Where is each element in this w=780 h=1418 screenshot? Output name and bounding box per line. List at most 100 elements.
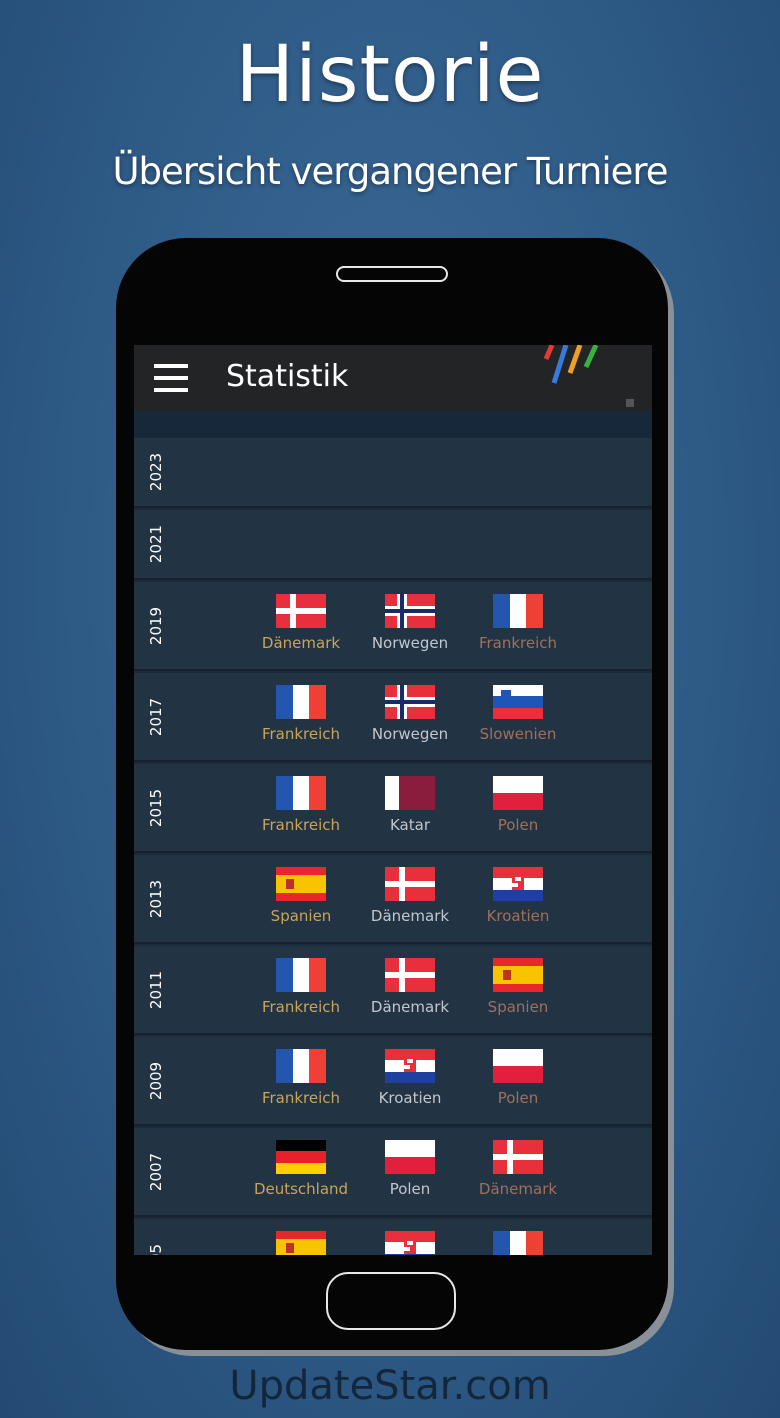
- year-label: 2023: [147, 452, 165, 492]
- bronze-place: Kroatien: [458, 867, 578, 925]
- country-name: Polen: [389, 1180, 431, 1198]
- gold-place: [241, 1231, 361, 1255]
- silver-place: Dänemark: [350, 958, 470, 1016]
- year-row-2017[interactable]: 2017 Frankreich Norwegen Slowenien: [134, 673, 652, 760]
- year-row-2005[interactable]: 2005: [134, 1219, 652, 1255]
- flag-si-icon: [458, 685, 578, 719]
- year-row-2011[interactable]: 2011 Frankreich Dänemark Spanien: [134, 946, 652, 1033]
- flag-dk-icon: [350, 867, 470, 901]
- year-label: 2011: [147, 970, 165, 1009]
- year-row-2013[interactable]: 2013 Spanien Dänemark Kroatien: [134, 855, 652, 942]
- flag-es-icon: [458, 958, 578, 992]
- year-label: 2017: [147, 697, 165, 736]
- flag-hr-icon: [458, 867, 578, 901]
- flag-es-icon: [241, 1231, 361, 1255]
- year-row-2015[interactable]: 2015 Frankreich Katar Polen: [134, 764, 652, 851]
- phone-home-button: [326, 1272, 456, 1330]
- year-label: 2013: [147, 879, 165, 918]
- overflow-indicator: [626, 399, 634, 407]
- year-row-2023[interactable]: 2023: [134, 438, 652, 506]
- bronze-place: Spanien: [458, 958, 578, 1016]
- country-name: Norwegen: [371, 725, 449, 743]
- flag-dk-icon: [458, 1140, 578, 1174]
- flag-dk-icon: [350, 958, 470, 992]
- page-headline: Historie: [235, 30, 545, 120]
- country-name: Polen: [497, 1089, 539, 1107]
- flag-qa-icon: [350, 776, 470, 810]
- flag-no-icon: [350, 685, 470, 719]
- country-name: Frankreich: [261, 1089, 341, 1107]
- header-band: [134, 411, 652, 438]
- flag-dk-icon: [241, 594, 361, 628]
- flag-pl-icon: [458, 776, 578, 810]
- year-label: 2005: [138, 1219, 174, 1255]
- bronze-place: Polen: [458, 776, 578, 834]
- flag-fr-icon: [241, 1049, 361, 1083]
- country-name: Deutschland: [253, 1180, 349, 1198]
- year-label: 2015: [147, 788, 165, 827]
- flag-de-icon: [241, 1140, 361, 1174]
- silver-place: Norwegen: [350, 594, 470, 652]
- year-label: 2019: [147, 606, 165, 645]
- country-name: Katar: [389, 816, 430, 834]
- bronze-place: Slowenien: [458, 685, 578, 743]
- flag-pl-icon: [458, 1049, 578, 1083]
- year-row-2009[interactable]: 2009 Frankreich Kroatien Polen: [134, 1037, 652, 1124]
- country-name: Frankreich: [261, 816, 341, 834]
- flag-hr-icon: [350, 1231, 470, 1255]
- gold-place: Spanien: [241, 867, 361, 925]
- country-name: Kroatien: [486, 907, 550, 925]
- year-row-2021[interactable]: 2021: [134, 510, 652, 578]
- flag-fr-icon: [458, 594, 578, 628]
- page-subtitle: Übersicht vergangener Turniere: [112, 150, 668, 193]
- flag-fr-icon: [458, 1231, 578, 1255]
- silver-place: Katar: [350, 776, 470, 834]
- app-title: Statistik: [226, 359, 349, 394]
- year-label: 2009: [147, 1061, 165, 1100]
- flag-es-icon: [241, 867, 361, 901]
- country-name: Norwegen: [371, 634, 449, 652]
- gold-place: Deutschland: [241, 1140, 361, 1198]
- country-name: Dänemark: [370, 998, 450, 1016]
- country-name: Spanien: [487, 998, 549, 1016]
- flag-fr-icon: [241, 685, 361, 719]
- app-screen: Statistik 2023 2021 2019 Dänemark Norwegen Fr…: [134, 345, 652, 1255]
- country-name: Dänemark: [478, 1180, 558, 1198]
- app-logo-icon: [543, 345, 599, 384]
- silver-place: Dänemark: [350, 867, 470, 925]
- app-bar: Statistik: [134, 345, 652, 411]
- country-name: Kroatien: [378, 1089, 442, 1107]
- gold-place: Frankreich: [241, 958, 361, 1016]
- country-name: Slowenien: [479, 725, 557, 743]
- gold-place: Frankreich: [241, 1049, 361, 1107]
- watermark: UpdateStar.com: [229, 1363, 551, 1409]
- silver-place: Polen: [350, 1140, 470, 1198]
- silver-place: Norwegen: [350, 685, 470, 743]
- flag-fr-icon: [241, 776, 361, 810]
- gold-place: Dänemark: [241, 594, 361, 652]
- bronze-place: Polen: [458, 1049, 578, 1107]
- country-name: Frankreich: [261, 725, 341, 743]
- flag-pl-icon: [350, 1140, 470, 1174]
- year-row-2007[interactable]: 2007 Deutschland Polen Dänemark: [134, 1128, 652, 1215]
- country-name: Dänemark: [370, 907, 450, 925]
- silver-place: [350, 1231, 470, 1255]
- flag-fr-icon: [241, 958, 361, 992]
- year-label: 2021: [147, 524, 165, 564]
- phone-speaker: [336, 266, 448, 282]
- country-name: Spanien: [270, 907, 332, 925]
- flag-no-icon: [350, 594, 470, 628]
- history-list[interactable]: 2023 2021 2019 Dänemark Norwegen Frankreich 20…: [134, 438, 652, 1255]
- bronze-place: Frankreich: [458, 594, 578, 652]
- gold-place: Frankreich: [241, 685, 361, 743]
- gold-place: Frankreich: [241, 776, 361, 834]
- year-row-2019[interactable]: 2019 Dänemark Norwegen Frankreich: [134, 582, 652, 669]
- year-label: 2007: [147, 1152, 165, 1191]
- country-name: Dänemark: [261, 634, 341, 652]
- hamburger-menu-icon[interactable]: [154, 364, 188, 392]
- country-name: Frankreich: [261, 998, 341, 1016]
- bronze-place: [458, 1231, 578, 1255]
- country-name: Frankreich: [478, 634, 558, 652]
- flag-hr-icon: [350, 1049, 470, 1083]
- country-name: Polen: [497, 816, 539, 834]
